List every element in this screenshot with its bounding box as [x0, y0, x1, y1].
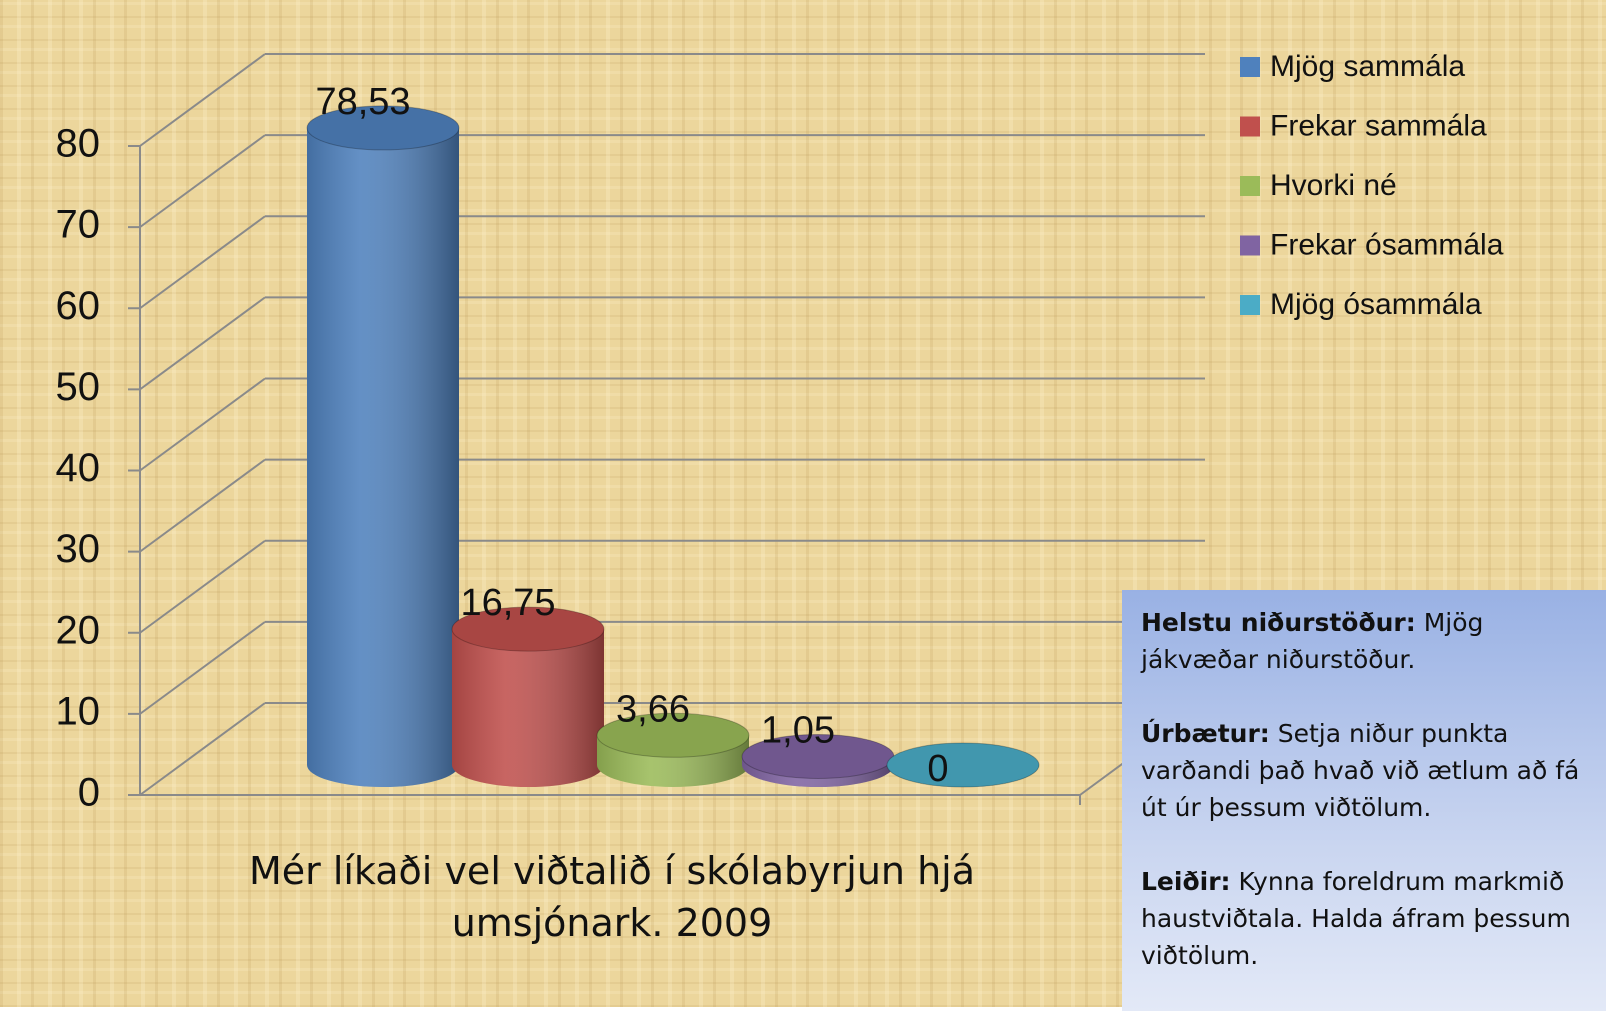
legend-label: Mjög ósammála — [1270, 288, 1482, 321]
y-tick-label: 10 — [56, 689, 101, 733]
note: Leiðir: Kynna foreldrum markmið haustvið… — [1141, 863, 1587, 974]
note-text: Setja niður punkta varðandi það hvað við… — [1141, 719, 1580, 822]
y-tick-label: 70 — [56, 203, 101, 247]
cylinder-top — [306, 105, 460, 151]
value-label: 1,05 — [761, 710, 835, 752]
value-label: 0 — [927, 748, 948, 790]
y-tick-label: 30 — [56, 527, 101, 571]
value-label: 78,53 — [315, 81, 410, 123]
note: Úrbætur: Setja niður punkta varðandi það… — [1141, 715, 1587, 826]
grid-line — [139, 458, 266, 553]
note: Helstu niðurstöður: Mjög jákvæðar niðurs… — [1141, 604, 1587, 678]
note-text: Kynna foreldrum markmið haustviðtala. Ha… — [1141, 867, 1571, 970]
cylinder-top — [596, 712, 750, 758]
legend-swatch — [1240, 295, 1260, 315]
value-label: 3,66 — [616, 688, 690, 730]
cylinder-top-shade — [887, 743, 1039, 787]
legend-label: Mjög sammála — [1270, 50, 1465, 83]
note-text: Mjög jákvæðar niðurstöður. — [1141, 608, 1484, 674]
y-tick-label: 60 — [56, 284, 101, 328]
value-label: 16,75 — [460, 582, 555, 624]
grid-line — [139, 134, 266, 228]
cylinder-top — [886, 742, 1040, 788]
cylinder-shade — [452, 629, 604, 787]
note-label: Úrbætur: — [1141, 719, 1270, 748]
grid-line — [139, 215, 266, 310]
grid-line — [139, 296, 266, 391]
grid-line — [139, 702, 266, 796]
legend-swatch — [1240, 176, 1260, 196]
legend-swatch — [1240, 116, 1260, 137]
legend-label: Hvorki né — [1270, 169, 1397, 202]
y-tick-label: 40 — [56, 446, 101, 490]
cylinder-top — [451, 606, 605, 652]
legend-swatch — [1240, 235, 1260, 256]
cylinder-top-shade — [452, 607, 604, 652]
legend-label: Frekar sammála — [1270, 109, 1487, 142]
grid-line — [139, 377, 266, 472]
cylinder-top-shade — [597, 713, 749, 758]
y-tick-label: 50 — [56, 365, 101, 409]
note-label: Helstu niðurstöður: — [1141, 608, 1416, 637]
y-tick-label: 0 — [78, 771, 100, 815]
cylinder-top-shade — [307, 105, 459, 150]
y-tick-label: 20 — [56, 608, 101, 652]
grid-line — [139, 621, 266, 715]
note-label: Leiðir: — [1141, 867, 1231, 896]
legend-label: Frekar ósammála — [1270, 228, 1504, 261]
cylinder-top-shade — [742, 734, 894, 779]
y-tick-label: 80 — [56, 122, 101, 166]
grid-line — [139, 539, 266, 634]
category-label: Mér líkaði vel viðtalið í skólabyrjun hj… — [248, 849, 976, 945]
grid-line — [139, 53, 266, 147]
cylinder-shade — [307, 127, 459, 788]
notes-box: Helstu niðurstöður: Mjög jákvæðar niðurs… — [1122, 590, 1606, 1011]
legend-swatch — [1240, 57, 1260, 77]
